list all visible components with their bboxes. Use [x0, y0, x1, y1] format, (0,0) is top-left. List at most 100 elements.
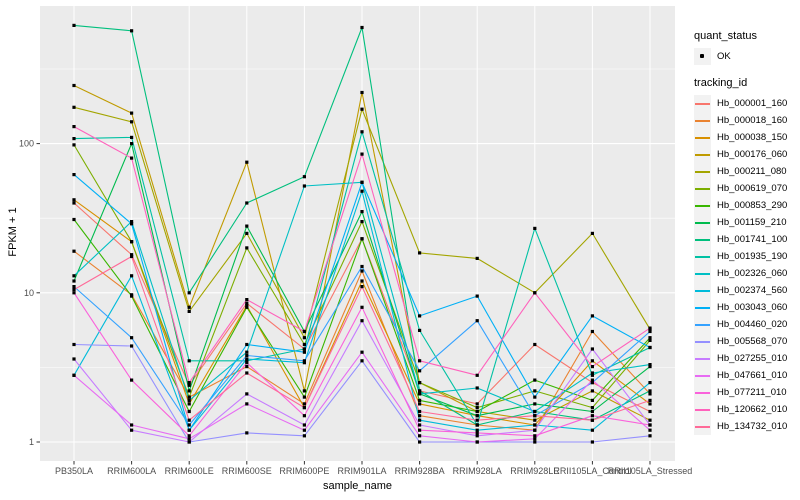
data-point — [360, 269, 364, 273]
data-point — [130, 29, 134, 33]
legend-key — [694, 282, 711, 299]
legend-item-Hb_000211_080: Hb_000211_080 — [694, 163, 787, 180]
data-point — [475, 409, 479, 414]
data-point — [245, 365, 249, 369]
data-point — [475, 418, 479, 422]
series-color-line — [695, 137, 710, 139]
data-point — [648, 338, 652, 342]
legend-item-Hb_005568_070: Hb_005568_070 — [694, 333, 787, 350]
series-color-line — [695, 409, 710, 411]
legend-key — [694, 316, 711, 333]
data-point — [360, 305, 364, 309]
data-point — [418, 423, 422, 427]
data-point — [360, 189, 364, 193]
data-point — [72, 291, 76, 295]
data-point — [590, 347, 594, 351]
data-point — [648, 418, 652, 422]
data-point — [475, 423, 479, 427]
data-point — [130, 274, 134, 278]
data-point — [648, 409, 652, 414]
panel-background — [40, 6, 675, 461]
data-point — [130, 253, 134, 257]
data-point — [130, 240, 134, 244]
data-point — [360, 210, 364, 214]
data-point — [418, 392, 422, 396]
data-point — [533, 342, 537, 347]
data-point — [187, 395, 191, 399]
data-point — [360, 359, 364, 363]
x-axis: PB350LA RRIM600LA RRIM600LE RRIM600SE RRIM60… — [55, 461, 692, 476]
legend-tracking-title: tracking_id — [694, 77, 748, 89]
series-color-line — [695, 256, 710, 258]
legend-quant-status-section: quant_status OK — [694, 30, 787, 65]
data-point — [187, 291, 191, 295]
data-point — [590, 378, 594, 382]
data-point — [533, 378, 537, 382]
data-point — [245, 359, 249, 363]
series-color-line — [695, 222, 710, 224]
data-point — [418, 414, 422, 418]
data-point — [360, 264, 364, 269]
data-point — [302, 395, 306, 399]
data-point — [360, 25, 364, 30]
data-point — [245, 371, 249, 375]
data-point — [245, 392, 249, 396]
legend-item-Hb_120662_010: Hb_120662_010 — [694, 401, 787, 418]
legend-item-Hb_000853_290: Hb_000853_290 — [694, 197, 787, 214]
legend-key — [694, 350, 711, 367]
data-point — [245, 201, 249, 205]
data-point — [418, 328, 422, 332]
legend-item-label: OK — [717, 51, 731, 62]
data-point — [418, 398, 422, 402]
data-point — [302, 428, 306, 432]
data-point — [418, 314, 422, 318]
data-point — [72, 285, 76, 289]
series-color-line — [695, 171, 710, 173]
data-point — [533, 226, 537, 230]
data-point — [187, 402, 191, 406]
data-point — [533, 395, 537, 399]
data-point — [302, 342, 306, 347]
data-point — [302, 329, 306, 334]
data-point — [72, 173, 76, 177]
legend-key — [694, 367, 711, 384]
data-point — [187, 423, 191, 427]
data-point — [302, 184, 306, 188]
data-point — [130, 294, 134, 298]
legend-item-label: Hb_077211_010 — [717, 387, 787, 398]
data-point — [245, 160, 249, 164]
x-axis-title: sample_name — [322, 480, 393, 492]
data-point — [360, 285, 364, 289]
legend-key — [694, 265, 711, 282]
data-point — [302, 389, 306, 393]
data-point — [130, 423, 134, 427]
data-point — [360, 319, 364, 323]
data-point — [590, 418, 594, 422]
legend-key — [694, 112, 711, 129]
data-point — [475, 440, 479, 444]
legend-item-label: Hb_003043_060 — [717, 302, 788, 313]
legend-item-label: Hb_002374_560 — [717, 285, 788, 296]
legend-tracking-entries: Hb_000001_160 Hb_000018_160 Hb_000038_150 H… — [694, 95, 787, 435]
data-point — [245, 350, 249, 354]
data-point — [302, 423, 306, 427]
series-color-line — [695, 392, 710, 394]
series-color-line — [695, 307, 710, 309]
series-color-line — [695, 426, 710, 428]
legend-item-label: Hb_000001_160 — [717, 98, 788, 109]
x-tick-label: RRIM600PE — [279, 466, 329, 476]
data-point — [475, 414, 479, 418]
data-point — [302, 359, 306, 363]
data-point — [590, 371, 594, 375]
data-point — [130, 344, 134, 348]
legend-item-label: Hb_027255_010 — [717, 353, 788, 364]
series-color-line — [695, 120, 710, 122]
legend-item-label: Hb_001741_100 — [717, 234, 788, 245]
legend-item-ok: OK — [694, 48, 787, 65]
data-point — [187, 434, 191, 438]
data-point — [648, 336, 652, 340]
data-point — [648, 345, 652, 350]
data-point — [533, 440, 537, 444]
data-point — [475, 428, 479, 432]
